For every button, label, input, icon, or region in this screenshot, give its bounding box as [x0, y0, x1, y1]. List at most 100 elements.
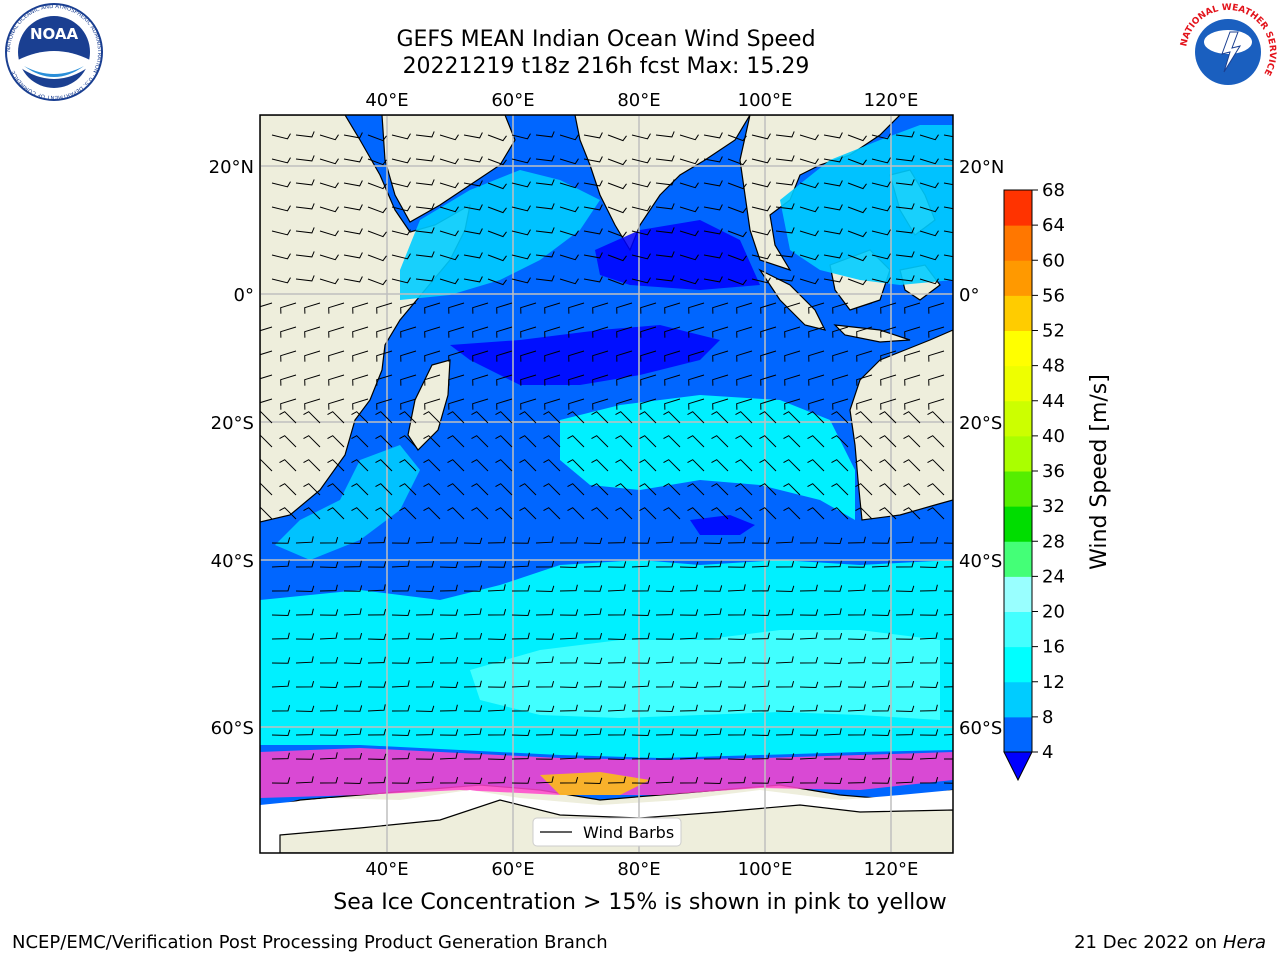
wind-barb — [415, 560, 435, 568]
wind-barb — [904, 350, 921, 362]
colorbar-segment — [1004, 435, 1032, 472]
wind-barb — [895, 776, 914, 784]
wind-barb — [424, 374, 441, 386]
wind-barb — [376, 326, 393, 338]
wind-barb — [631, 680, 650, 688]
wind-barb — [631, 560, 650, 568]
wind-barb — [751, 777, 771, 784]
wind-barb — [751, 253, 771, 260]
wind-barb — [471, 459, 489, 472]
wind-barb — [583, 204, 603, 211]
wind-barb — [260, 302, 273, 308]
land-madagascar — [407, 359, 451, 451]
wind-barb — [319, 609, 339, 616]
wind-barb — [583, 228, 603, 235]
wind-barb — [703, 180, 723, 187]
wind-barb — [487, 206, 507, 214]
colorbar-tick-label: 16 — [1042, 637, 1065, 658]
wind-barb — [727, 182, 747, 190]
colorbar-segment — [1004, 506, 1032, 542]
wind-barb — [631, 229, 651, 236]
wind-barb — [271, 584, 291, 592]
wind-barb — [759, 411, 777, 424]
wind-barb — [439, 729, 459, 736]
wind-barb — [928, 398, 945, 410]
wind-barb — [343, 777, 363, 785]
wind-barb — [639, 459, 657, 472]
wind-barbs-legend: Wind Barbs — [532, 817, 682, 847]
footer-credit: NCEP/EMC/Verification Post Processing Pr… — [12, 932, 608, 953]
wind-barb — [535, 753, 555, 760]
wind-barb — [751, 157, 771, 164]
wind-barb — [472, 398, 489, 410]
wind-barb — [319, 206, 339, 213]
wind-barb — [343, 252, 363, 259]
wind-barb — [712, 398, 729, 410]
wind-barb — [271, 777, 291, 784]
wind-barb — [799, 729, 819, 736]
wind-barb — [855, 483, 873, 496]
wind-barb — [688, 326, 705, 338]
wind-barb — [415, 251, 435, 258]
wind-barb — [496, 326, 513, 338]
wind-barb — [495, 435, 513, 448]
colorbar-tick-label: 8 — [1042, 707, 1053, 728]
wind-barb — [775, 776, 794, 784]
wind-barb — [711, 459, 729, 472]
wind-barb — [583, 752, 603, 760]
wind-barb — [295, 633, 315, 640]
wind-barb — [319, 230, 339, 237]
wind-barb — [511, 253, 531, 260]
wind-barb — [271, 133, 291, 140]
lat-label: 20°S — [959, 413, 1002, 434]
wind-barb — [351, 483, 369, 496]
wind-barb — [447, 411, 465, 424]
wind-barb — [943, 638, 953, 640]
wind-barb — [583, 252, 603, 259]
wind-barb — [376, 398, 393, 410]
wind-barb — [260, 374, 273, 380]
wind-barb — [879, 459, 897, 472]
wind-barb — [904, 374, 921, 386]
wind-barb — [535, 585, 555, 593]
wind-barb — [943, 686, 953, 688]
wind-barb — [832, 374, 849, 386]
wind-barb — [415, 203, 435, 210]
wind-barb — [607, 633, 627, 641]
wind-barb — [807, 483, 825, 496]
wind-barb — [823, 560, 842, 568]
wind-barb — [439, 656, 459, 664]
wind-barb — [319, 254, 339, 261]
wind-barb — [655, 131, 675, 138]
wind-barb — [319, 729, 339, 736]
wind-barb — [727, 704, 746, 712]
wind-barb — [871, 229, 891, 236]
wind-barb — [463, 204, 483, 211]
wind-barb — [679, 776, 699, 784]
wind-barb — [736, 326, 753, 338]
colorbar-tick-label: 48 — [1042, 356, 1065, 377]
wind-barb — [319, 656, 339, 664]
wind-barb — [808, 302, 825, 314]
wind-barb — [271, 229, 291, 236]
land-southeast-asia — [739, 115, 901, 272]
wind-barb — [919, 206, 939, 213]
wind-barb — [703, 132, 723, 139]
wind-barb — [847, 561, 867, 568]
wind-barb — [559, 776, 579, 784]
wind-barb — [367, 656, 386, 664]
wind-barb — [616, 350, 633, 362]
wind-barb — [904, 302, 921, 314]
wind-barb — [327, 459, 345, 472]
wind-barb — [903, 507, 921, 520]
wind-barb — [463, 632, 483, 640]
wind-barb — [927, 483, 945, 496]
wind-barb — [391, 752, 410, 760]
wind-barb — [655, 560, 675, 568]
wind-barb — [543, 459, 561, 472]
wind-barb — [895, 560, 915, 568]
wind-barb — [847, 753, 867, 761]
wind-barb — [631, 704, 651, 712]
wind-barb — [271, 729, 291, 737]
wind-barb — [520, 350, 537, 362]
